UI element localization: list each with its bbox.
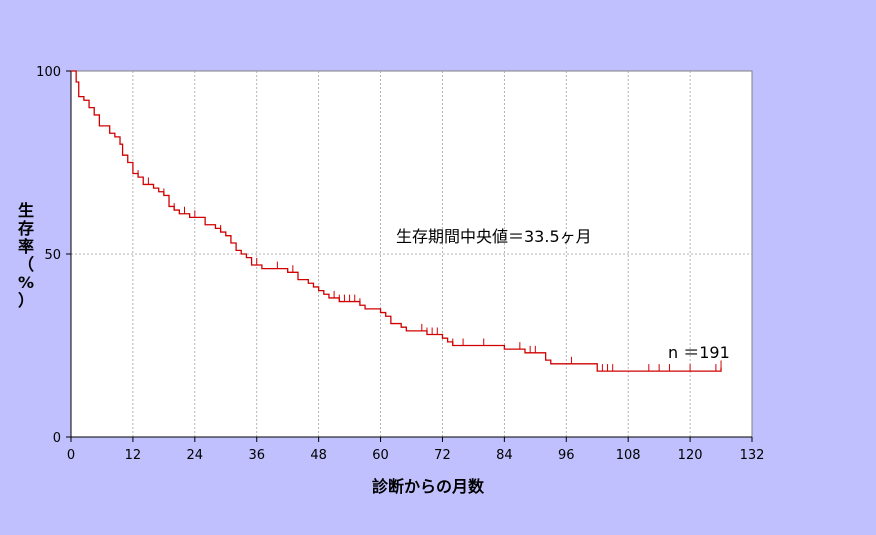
x-tick-label: 108 <box>616 448 641 463</box>
axes <box>66 70 753 442</box>
y-axis-title-char: % <box>18 273 34 292</box>
x-tick-label: 36 <box>248 448 265 463</box>
censor-marks <box>137 170 722 372</box>
y-axis-title: 生存率（%） <box>18 201 34 310</box>
x-tick-label: 60 <box>372 448 389 463</box>
x-tick-label: 24 <box>187 448 204 463</box>
grid-lines <box>71 71 752 437</box>
y-axis-title-char: （ <box>18 255 34 274</box>
n-annotation: n ＝191 <box>668 343 730 362</box>
x-tick-label: 120 <box>678 448 703 463</box>
x-tick-label: 84 <box>496 448 513 463</box>
y-axis-title-char: 率 <box>18 237 34 256</box>
y-tick-label: 50 <box>44 248 61 263</box>
x-tick-label: 132 <box>740 448 765 463</box>
x-tick-label: 48 <box>310 448 327 463</box>
tick-labels: 0 12 24 36 48 60 72 84 96 108 120 132 0 50 100 <box>36 65 764 463</box>
y-axis-title-char: ） <box>18 291 34 310</box>
x-tick-label: 0 <box>67 448 75 463</box>
y-axis-title-char: 存 <box>18 219 34 238</box>
x-tick-label: 12 <box>125 448 142 463</box>
median-annotation: 生存期間中央値＝33.5ヶ月 <box>396 227 592 246</box>
y-tick-label: 100 <box>36 65 61 80</box>
x-axis-title: 診断からの月数 <box>372 477 485 496</box>
y-tick-label: 0 <box>53 431 61 446</box>
x-tick-label: 96 <box>558 448 575 463</box>
y-axis-title-char: 生 <box>18 201 34 220</box>
x-tick-label: 72 <box>434 448 451 463</box>
